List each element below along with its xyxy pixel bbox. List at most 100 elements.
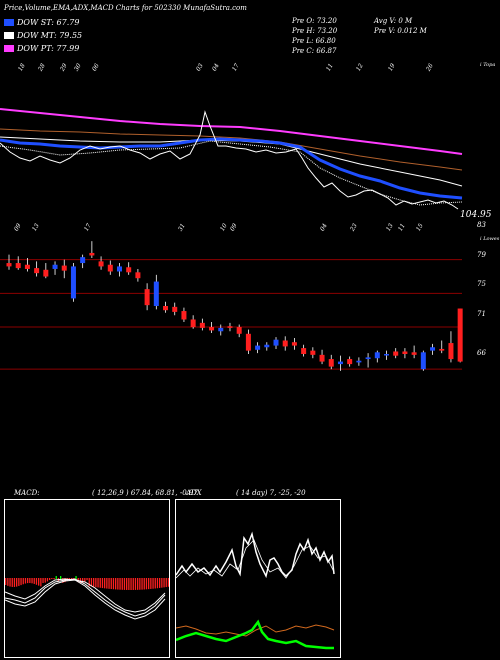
adx-minus-di-line	[176, 539, 335, 579]
macd-histogram-bar	[31, 578, 33, 584]
ema-st-line	[0, 137, 463, 200]
macd-histogram-bar	[115, 578, 117, 590]
macd-histogram-bar	[38, 578, 40, 586]
macd-histogram-bar	[139, 578, 141, 590]
legend-swatch-st	[4, 18, 14, 26]
macd-histogram-bar	[134, 578, 137, 590]
candle-corner-value: 83	[477, 221, 486, 229]
candle-body	[70, 266, 76, 299]
candle-body	[209, 327, 215, 331]
candle-body	[328, 359, 334, 367]
legend-label-mt: DOW MT: 79.55	[17, 30, 83, 40]
candle-body	[291, 342, 297, 346]
legend-dow-pt: DOW PT: 77.99	[4, 42, 79, 54]
ema-pt-line	[0, 108, 463, 155]
macd-histogram-bar	[49, 578, 51, 580]
macd-line	[5, 578, 166, 617]
macd-histogram-bar	[117, 578, 119, 590]
macd-histogram-bar	[42, 578, 44, 583]
macd-histogram-bar	[148, 578, 150, 590]
candle-body	[337, 361, 343, 365]
candle-body	[52, 264, 58, 269]
macd-histogram-bar	[90, 578, 93, 587]
candle-body	[98, 261, 104, 267]
macd-histogram-bar	[60, 576, 62, 579]
macd-histogram-bar	[137, 578, 139, 590]
macd-params: ( 12,26,9 ) 67.84, 68.81, -0.97	[92, 489, 198, 497]
candle-body	[218, 327, 224, 332]
macd-histogram-bar	[18, 578, 20, 586]
macd-histogram-bar	[161, 578, 163, 588]
candle-body	[181, 311, 187, 320]
level-label-71: 71	[477, 310, 486, 318]
ohlc-close: Pre C: 66.87	[292, 47, 337, 55]
ohlc-volume: Pre V: 0.012 M	[374, 27, 427, 35]
macd-histogram-bar	[68, 578, 71, 580]
macd-histogram-bar	[130, 578, 132, 590]
legend-label-st: DOW ST: 67.79	[17, 17, 80, 27]
macd-histogram-bar	[13, 578, 16, 587]
adx-green-line	[176, 619, 334, 650]
candle-body	[24, 264, 30, 269]
candle-body	[356, 360, 362, 363]
macd-histogram-bar	[11, 578, 13, 587]
macd-histogram-bar	[123, 578, 126, 590]
candle-body	[402, 351, 408, 354]
macd-histogram-bar	[82, 578, 84, 583]
legend-dow-mt: DOW MT: 79.55	[4, 29, 82, 41]
macd-histogram-bar	[152, 578, 154, 589]
candle-body	[61, 265, 67, 271]
adx-label: ADX	[186, 489, 202, 497]
adx-chart	[176, 531, 335, 650]
candle-body	[116, 266, 122, 272]
candle-body	[393, 351, 399, 356]
macd-histogram-bar	[154, 578, 156, 589]
macd-histogram-bar	[97, 578, 99, 588]
macd-histogram-bar	[22, 578, 24, 585]
candle-body	[420, 352, 426, 370]
macd-histogram-bar	[35, 578, 38, 585]
macd-histogram-bar	[33, 578, 35, 584]
macd-histogram-bar	[110, 578, 112, 590]
legend-label-pt: DOW PT: 77.99	[17, 43, 80, 53]
candle-body	[190, 319, 196, 328]
macd-histogram-bar	[150, 578, 152, 589]
macd-histogram-bar	[95, 578, 97, 588]
ema-last-value: 104.95	[460, 210, 492, 220]
macd-histogram-bar	[156, 578, 159, 589]
macd-histogram-bar	[84, 578, 86, 582]
macd-histogram-bar	[53, 578, 55, 580]
ohlc-low: Pre L: 66.80	[292, 37, 336, 45]
macd-signal-line	[5, 579, 166, 613]
macd-chart	[5, 576, 169, 620]
candle-body	[347, 359, 353, 365]
candle-body	[153, 281, 159, 306]
ohlc-open: Pre O: 73.20	[292, 17, 337, 25]
candle-body	[34, 268, 40, 274]
candle-body	[15, 263, 21, 269]
macd-histogram-bar	[145, 578, 148, 590]
candle-body	[310, 350, 316, 355]
macd-histogram-bar	[40, 578, 42, 587]
candle-body	[89, 252, 95, 256]
candle-body	[43, 269, 49, 277]
macd-histogram-bar	[24, 578, 27, 584]
macd-histogram-bar	[71, 578, 73, 580]
macd-histogram-bar	[16, 578, 18, 587]
macd-panel	[4, 499, 170, 658]
ema-chart	[0, 108, 463, 210]
candle-body	[301, 348, 307, 354]
candle-body	[319, 354, 325, 362]
macd-histogram-bar	[163, 578, 165, 588]
candle-body	[264, 344, 270, 348]
macd-histogram-bar	[108, 578, 110, 589]
macd-histogram-bar	[159, 578, 161, 588]
candle-body	[144, 289, 150, 306]
adx-panel	[175, 499, 341, 658]
candle-body	[126, 267, 132, 273]
macd-histogram-bar	[79, 578, 82, 583]
level-label-75: 75	[477, 280, 486, 288]
macd-histogram-bar	[143, 578, 145, 590]
candle-body	[107, 264, 113, 272]
ohlc-high: Pre H: 73.20	[292, 27, 338, 35]
